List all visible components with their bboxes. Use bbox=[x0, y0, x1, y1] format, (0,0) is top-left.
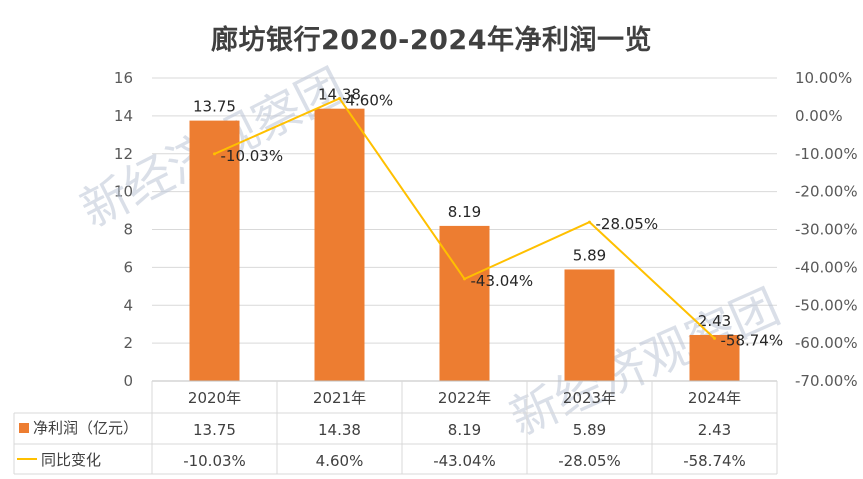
bar bbox=[314, 108, 365, 382]
table-cell: 13.75 bbox=[193, 421, 236, 439]
y-right-tick-label: -40.00% bbox=[795, 258, 858, 276]
line-point bbox=[463, 277, 466, 281]
y-right-tick-label: -60.00% bbox=[795, 334, 858, 352]
table-cell: -58.74% bbox=[683, 452, 746, 470]
line-data-label: -43.04% bbox=[471, 272, 534, 290]
y-left-tick-label: 4 bbox=[123, 296, 133, 314]
bar-data-label: 14.38 bbox=[318, 86, 361, 104]
x-category-label: 2024年 bbox=[688, 389, 741, 407]
line-point bbox=[213, 152, 216, 156]
x-category-label: 2023年 bbox=[563, 389, 616, 407]
y-left-tick-label: 2 bbox=[123, 334, 133, 352]
x-category-label: 2022年 bbox=[438, 389, 491, 407]
bar-data-label: 5.89 bbox=[573, 246, 606, 264]
y-left-tick-label: 12 bbox=[114, 145, 133, 163]
line-point bbox=[588, 220, 591, 224]
line-data-label: -28.05% bbox=[596, 215, 659, 233]
legend-bar-swatch bbox=[19, 423, 29, 433]
table-cell: 4.60% bbox=[316, 452, 364, 470]
bar bbox=[689, 334, 740, 381]
legend-bar-label: 净利润（亿元） bbox=[33, 419, 138, 437]
table-cell: 2.43 bbox=[698, 421, 731, 439]
table-cell: 14.38 bbox=[318, 421, 361, 439]
bar-data-label: 2.43 bbox=[698, 312, 731, 330]
y-left-tick-label: 8 bbox=[123, 221, 133, 239]
bar bbox=[189, 120, 240, 381]
line-point bbox=[338, 96, 341, 100]
x-category-label: 2020年 bbox=[188, 389, 241, 407]
y-right-tick-label: -20.00% bbox=[795, 183, 858, 201]
line-data-label: -10.03% bbox=[221, 147, 284, 165]
y-right-tick-label: -70.00% bbox=[795, 372, 858, 390]
table-cell: -28.05% bbox=[558, 452, 621, 470]
y-left-tick-label: 16 bbox=[114, 69, 133, 87]
legend-line-label: 同比变化 bbox=[41, 451, 101, 469]
line-data-label: 4.60% bbox=[346, 91, 394, 109]
bar-data-label: 8.19 bbox=[448, 203, 481, 221]
y-left-tick-label: 0 bbox=[123, 372, 133, 390]
line-data-label: -58.74% bbox=[721, 331, 784, 349]
bar bbox=[564, 269, 615, 381]
line-point bbox=[713, 336, 716, 340]
y-left-tick-label: 10 bbox=[114, 183, 133, 201]
x-category-label: 2021年 bbox=[313, 389, 366, 407]
y-right-tick-label: -50.00% bbox=[795, 296, 858, 314]
y-right-tick-label: 10.00% bbox=[795, 69, 852, 87]
chart-title: 廊坊银行2020-2024年净利润一览 bbox=[211, 25, 652, 56]
bar bbox=[439, 225, 490, 381]
table-cell: -43.04% bbox=[433, 452, 496, 470]
y-left-tick-label: 6 bbox=[123, 258, 133, 276]
y-right-tick-label: 0.00% bbox=[795, 107, 843, 125]
table-cell: 8.19 bbox=[448, 421, 481, 439]
table-cell: 5.89 bbox=[573, 421, 606, 439]
y-right-tick-label: -10.00% bbox=[795, 145, 858, 163]
bar-data-label: 13.75 bbox=[193, 98, 236, 116]
y-right-tick-label: -30.00% bbox=[795, 221, 858, 239]
y-left-tick-label: 14 bbox=[114, 107, 133, 125]
table-cell: -10.03% bbox=[183, 452, 246, 470]
watermark-text: 新经济观察团 bbox=[502, 279, 788, 447]
